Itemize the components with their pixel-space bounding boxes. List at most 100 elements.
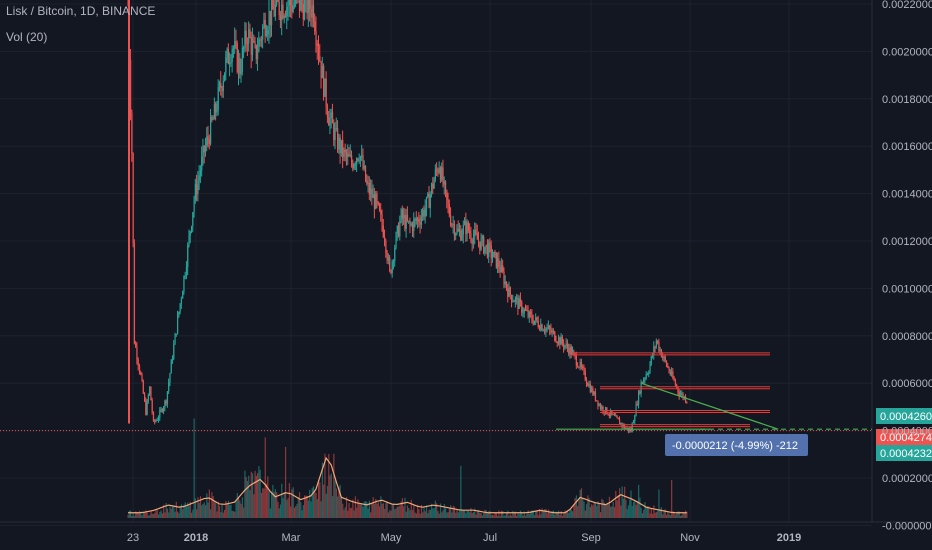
candle-body <box>427 193 429 198</box>
candle-body <box>503 271 505 285</box>
candle-body <box>295 0 297 5</box>
candle-body <box>502 265 504 272</box>
candle-body <box>400 209 402 222</box>
volume-bar <box>596 506 598 518</box>
candle-body <box>352 163 354 169</box>
candle-body <box>386 252 388 261</box>
volume-bar <box>624 486 626 518</box>
volume-bar <box>676 512 678 518</box>
candle-body <box>660 349 663 358</box>
candle-body <box>234 41 236 49</box>
volume-bar <box>669 515 671 518</box>
candle-body <box>472 236 475 244</box>
candle-body <box>507 288 509 297</box>
volume-bar <box>533 515 536 518</box>
candle-body <box>156 419 158 421</box>
candle-body <box>155 420 157 422</box>
volume-bar <box>334 480 336 518</box>
candle-body <box>378 203 381 211</box>
candle-body <box>310 9 312 18</box>
volume-bar <box>403 506 405 518</box>
volume-bar <box>373 503 376 518</box>
candle-body <box>138 365 141 372</box>
candle-body <box>559 337 561 345</box>
candle-body <box>630 428 632 432</box>
candle-body <box>646 373 649 375</box>
candle-body <box>380 210 382 215</box>
candle-body <box>197 180 199 195</box>
candle-body <box>343 149 345 158</box>
volume-bar <box>467 510 470 518</box>
candle-body <box>151 400 153 413</box>
volume-bar <box>441 512 443 518</box>
volume-bar <box>131 515 133 518</box>
candle-body <box>589 384 591 393</box>
candle-body <box>445 181 447 191</box>
volume-bar <box>262 488 264 518</box>
volume-bar <box>626 509 628 518</box>
candle-body <box>154 420 156 422</box>
x-tick-label: Jul <box>483 532 497 544</box>
candle-body <box>353 164 355 169</box>
candle-body <box>475 229 477 234</box>
candle-body <box>560 336 562 345</box>
candle-body <box>593 391 595 395</box>
candle-body <box>672 371 674 379</box>
candle-body <box>326 106 329 118</box>
candle-body <box>288 0 290 6</box>
volume-bar <box>132 512 134 518</box>
candle-body <box>669 371 671 375</box>
candle-body <box>359 156 362 161</box>
volume-bar <box>156 510 158 518</box>
candle-body <box>399 221 401 237</box>
candle-body <box>345 152 348 157</box>
candle-body <box>667 365 669 368</box>
candle-body <box>517 297 519 309</box>
candle-body <box>639 391 641 394</box>
y-tick-label: -0.0000000 <box>882 520 932 532</box>
candle-body <box>665 360 668 366</box>
candle-body <box>462 224 464 235</box>
candle-body <box>271 0 273 25</box>
candle-body <box>241 47 243 72</box>
candle-body <box>257 51 259 60</box>
candle-body <box>598 404 600 406</box>
candle-body <box>509 287 511 296</box>
volume-bar <box>130 510 132 518</box>
volume-bar <box>248 475 250 518</box>
volume-bar <box>187 502 189 518</box>
candle-body <box>452 224 454 226</box>
volume-bar <box>480 513 482 518</box>
volume-bar <box>458 510 461 518</box>
volume-bar <box>424 511 426 518</box>
candle-body <box>618 419 621 425</box>
candle-body <box>679 394 682 396</box>
candle-body <box>573 351 575 354</box>
volume-bar <box>178 513 180 518</box>
volume-bar <box>587 495 589 518</box>
candle-body <box>267 30 269 35</box>
candle-body <box>284 15 287 17</box>
candle-body <box>488 242 490 257</box>
volume-bar <box>478 509 480 518</box>
volume-bar <box>302 505 304 518</box>
volume-bar <box>300 502 302 518</box>
volume-bar <box>589 507 591 518</box>
volume-bar <box>466 510 468 518</box>
volume-bar <box>184 502 186 518</box>
candle-body <box>491 257 494 259</box>
volume-bar <box>583 501 585 518</box>
candle-body <box>263 20 265 28</box>
candle-body <box>659 349 661 351</box>
volume-bar <box>535 510 537 518</box>
measure-box <box>665 434 808 456</box>
volume-bar <box>215 502 217 518</box>
volume-bar <box>542 511 544 518</box>
volume-bar <box>481 515 484 518</box>
candle-body <box>292 5 294 12</box>
candle-body <box>450 215 452 225</box>
volume-bar <box>509 514 511 518</box>
candle-body <box>464 221 466 225</box>
volume-bar <box>147 515 150 518</box>
